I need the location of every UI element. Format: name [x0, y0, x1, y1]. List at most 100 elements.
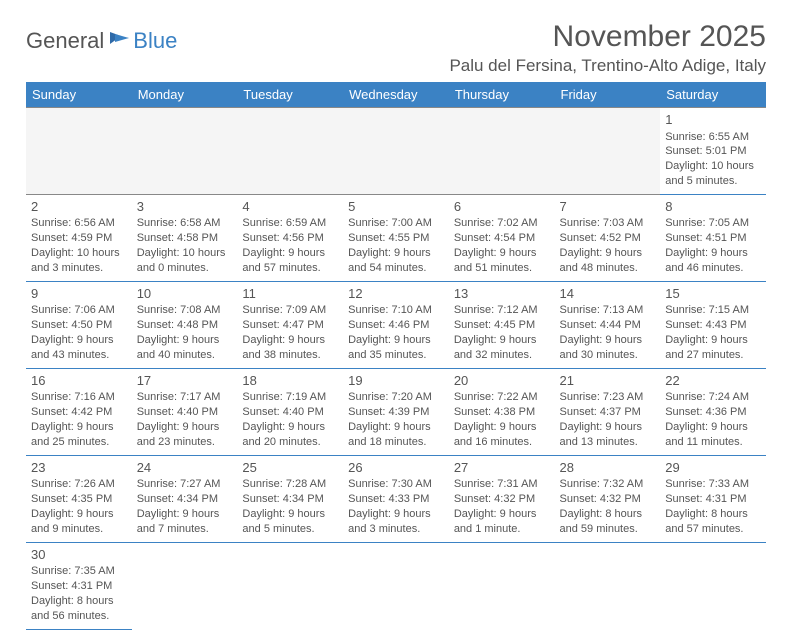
day-detail: Sunset: 4:34 PM: [137, 492, 233, 507]
day-detail: and 23 minutes.: [137, 435, 233, 450]
calendar-cell: 4Sunrise: 6:59 AMSunset: 4:56 PMDaylight…: [237, 194, 343, 281]
day-detail: Daylight: 9 hours: [242, 420, 338, 435]
day-detail: Sunset: 4:50 PM: [31, 318, 127, 333]
day-detail: and 57 minutes.: [242, 261, 338, 276]
day-header: Tuesday: [237, 82, 343, 108]
calendar-cell: 11Sunrise: 7:09 AMSunset: 4:47 PMDayligh…: [237, 281, 343, 368]
day-detail: Sunrise: 6:56 AM: [31, 216, 127, 231]
page-title: November 2025: [449, 20, 766, 54]
day-detail: Sunrise: 6:55 AM: [665, 130, 761, 145]
day-detail: Daylight: 9 hours: [137, 333, 233, 348]
day-header: Thursday: [449, 82, 555, 108]
day-number: 3: [137, 198, 233, 216]
day-number: 2: [31, 198, 127, 216]
calendar-cell: 22Sunrise: 7:24 AMSunset: 4:36 PMDayligh…: [660, 368, 766, 455]
calendar-week-row: 16Sunrise: 7:16 AMSunset: 4:42 PMDayligh…: [26, 368, 766, 455]
day-detail: and 7 minutes.: [137, 522, 233, 537]
day-detail: and 43 minutes.: [31, 348, 127, 363]
day-detail: Daylight: 9 hours: [31, 333, 127, 348]
calendar-cell: [660, 542, 766, 629]
day-detail: Sunset: 4:48 PM: [137, 318, 233, 333]
day-detail: Sunrise: 7:12 AM: [454, 303, 550, 318]
day-detail: Daylight: 9 hours: [454, 333, 550, 348]
calendar-week-row: 2Sunrise: 6:56 AMSunset: 4:59 PMDaylight…: [26, 194, 766, 281]
day-detail: Sunrise: 7:28 AM: [242, 477, 338, 492]
day-detail: Sunrise: 7:02 AM: [454, 216, 550, 231]
day-detail: Sunrise: 6:59 AM: [242, 216, 338, 231]
day-number: 17: [137, 372, 233, 390]
day-detail: and 54 minutes.: [348, 261, 444, 276]
day-number: 15: [665, 285, 761, 303]
day-detail: and 9 minutes.: [31, 522, 127, 537]
day-number: 25: [242, 459, 338, 477]
day-number: 30: [31, 546, 127, 564]
day-detail: Sunrise: 7:09 AM: [242, 303, 338, 318]
day-number: 24: [137, 459, 233, 477]
day-detail: Sunset: 4:36 PM: [665, 405, 761, 420]
day-detail: and 13 minutes.: [560, 435, 656, 450]
day-detail: Daylight: 9 hours: [665, 420, 761, 435]
day-header: Saturday: [660, 82, 766, 108]
calendar-cell: [449, 108, 555, 195]
day-detail: Sunrise: 7:08 AM: [137, 303, 233, 318]
day-detail: Sunset: 4:54 PM: [454, 231, 550, 246]
day-detail: and 11 minutes.: [665, 435, 761, 450]
day-detail: and 56 minutes.: [31, 609, 127, 624]
calendar-cell: [132, 542, 238, 629]
day-detail: Daylight: 9 hours: [137, 507, 233, 522]
day-detail: Sunrise: 7:20 AM: [348, 390, 444, 405]
day-detail: Sunset: 4:56 PM: [242, 231, 338, 246]
day-header: Sunday: [26, 82, 132, 108]
day-detail: Daylight: 9 hours: [560, 246, 656, 261]
calendar-cell: 26Sunrise: 7:30 AMSunset: 4:33 PMDayligh…: [343, 455, 449, 542]
calendar-week-row: 1Sunrise: 6:55 AMSunset: 5:01 PMDaylight…: [26, 108, 766, 195]
calendar-cell: 2Sunrise: 6:56 AMSunset: 4:59 PMDaylight…: [26, 194, 132, 281]
day-detail: Sunrise: 7:35 AM: [31, 564, 127, 579]
day-detail: Sunset: 4:42 PM: [31, 405, 127, 420]
day-detail: Sunset: 4:31 PM: [665, 492, 761, 507]
day-detail: Sunset: 5:01 PM: [665, 144, 761, 159]
calendar-cell: [237, 542, 343, 629]
day-number: 7: [560, 198, 656, 216]
calendar-cell: 7Sunrise: 7:03 AMSunset: 4:52 PMDaylight…: [555, 194, 661, 281]
calendar-cell: 13Sunrise: 7:12 AMSunset: 4:45 PMDayligh…: [449, 281, 555, 368]
day-detail: Daylight: 9 hours: [454, 246, 550, 261]
day-detail: and 32 minutes.: [454, 348, 550, 363]
header: General Blue November 2025 Palu del Fers…: [26, 20, 766, 76]
flag-icon: [109, 30, 131, 51]
day-detail: and 3 minutes.: [348, 522, 444, 537]
logo: General Blue: [26, 20, 177, 54]
day-detail: Sunset: 4:45 PM: [454, 318, 550, 333]
day-detail: and 27 minutes.: [665, 348, 761, 363]
calendar-cell: [555, 542, 661, 629]
calendar-cell: 19Sunrise: 7:20 AMSunset: 4:39 PMDayligh…: [343, 368, 449, 455]
day-detail: Sunrise: 7:30 AM: [348, 477, 444, 492]
day-detail: and 25 minutes.: [31, 435, 127, 450]
calendar-cell: 23Sunrise: 7:26 AMSunset: 4:35 PMDayligh…: [26, 455, 132, 542]
calendar-week-row: 23Sunrise: 7:26 AMSunset: 4:35 PMDayligh…: [26, 455, 766, 542]
day-detail: Sunrise: 7:24 AM: [665, 390, 761, 405]
calendar-table: Sunday Monday Tuesday Wednesday Thursday…: [26, 82, 766, 630]
calendar-cell: [555, 108, 661, 195]
calendar-cell: 3Sunrise: 6:58 AMSunset: 4:58 PMDaylight…: [132, 194, 238, 281]
calendar-cell: 30Sunrise: 7:35 AMSunset: 4:31 PMDayligh…: [26, 542, 132, 629]
day-detail: Sunrise: 6:58 AM: [137, 216, 233, 231]
day-detail: Daylight: 9 hours: [137, 420, 233, 435]
day-detail: Daylight: 10 hours: [137, 246, 233, 261]
day-detail: Daylight: 9 hours: [560, 420, 656, 435]
calendar-cell: 1Sunrise: 6:55 AMSunset: 5:01 PMDaylight…: [660, 108, 766, 195]
day-number: 10: [137, 285, 233, 303]
day-number: 14: [560, 285, 656, 303]
day-detail: Daylight: 9 hours: [560, 333, 656, 348]
calendar-cell: 8Sunrise: 7:05 AMSunset: 4:51 PMDaylight…: [660, 194, 766, 281]
calendar-cell: 16Sunrise: 7:16 AMSunset: 4:42 PMDayligh…: [26, 368, 132, 455]
day-number: 12: [348, 285, 444, 303]
day-number: 29: [665, 459, 761, 477]
day-detail: Sunrise: 7:05 AM: [665, 216, 761, 231]
day-detail: Sunset: 4:40 PM: [242, 405, 338, 420]
calendar-cell: 12Sunrise: 7:10 AMSunset: 4:46 PMDayligh…: [343, 281, 449, 368]
day-detail: Sunrise: 7:32 AM: [560, 477, 656, 492]
calendar-cell: [343, 542, 449, 629]
calendar-cell: 29Sunrise: 7:33 AMSunset: 4:31 PMDayligh…: [660, 455, 766, 542]
day-detail: Daylight: 9 hours: [31, 420, 127, 435]
